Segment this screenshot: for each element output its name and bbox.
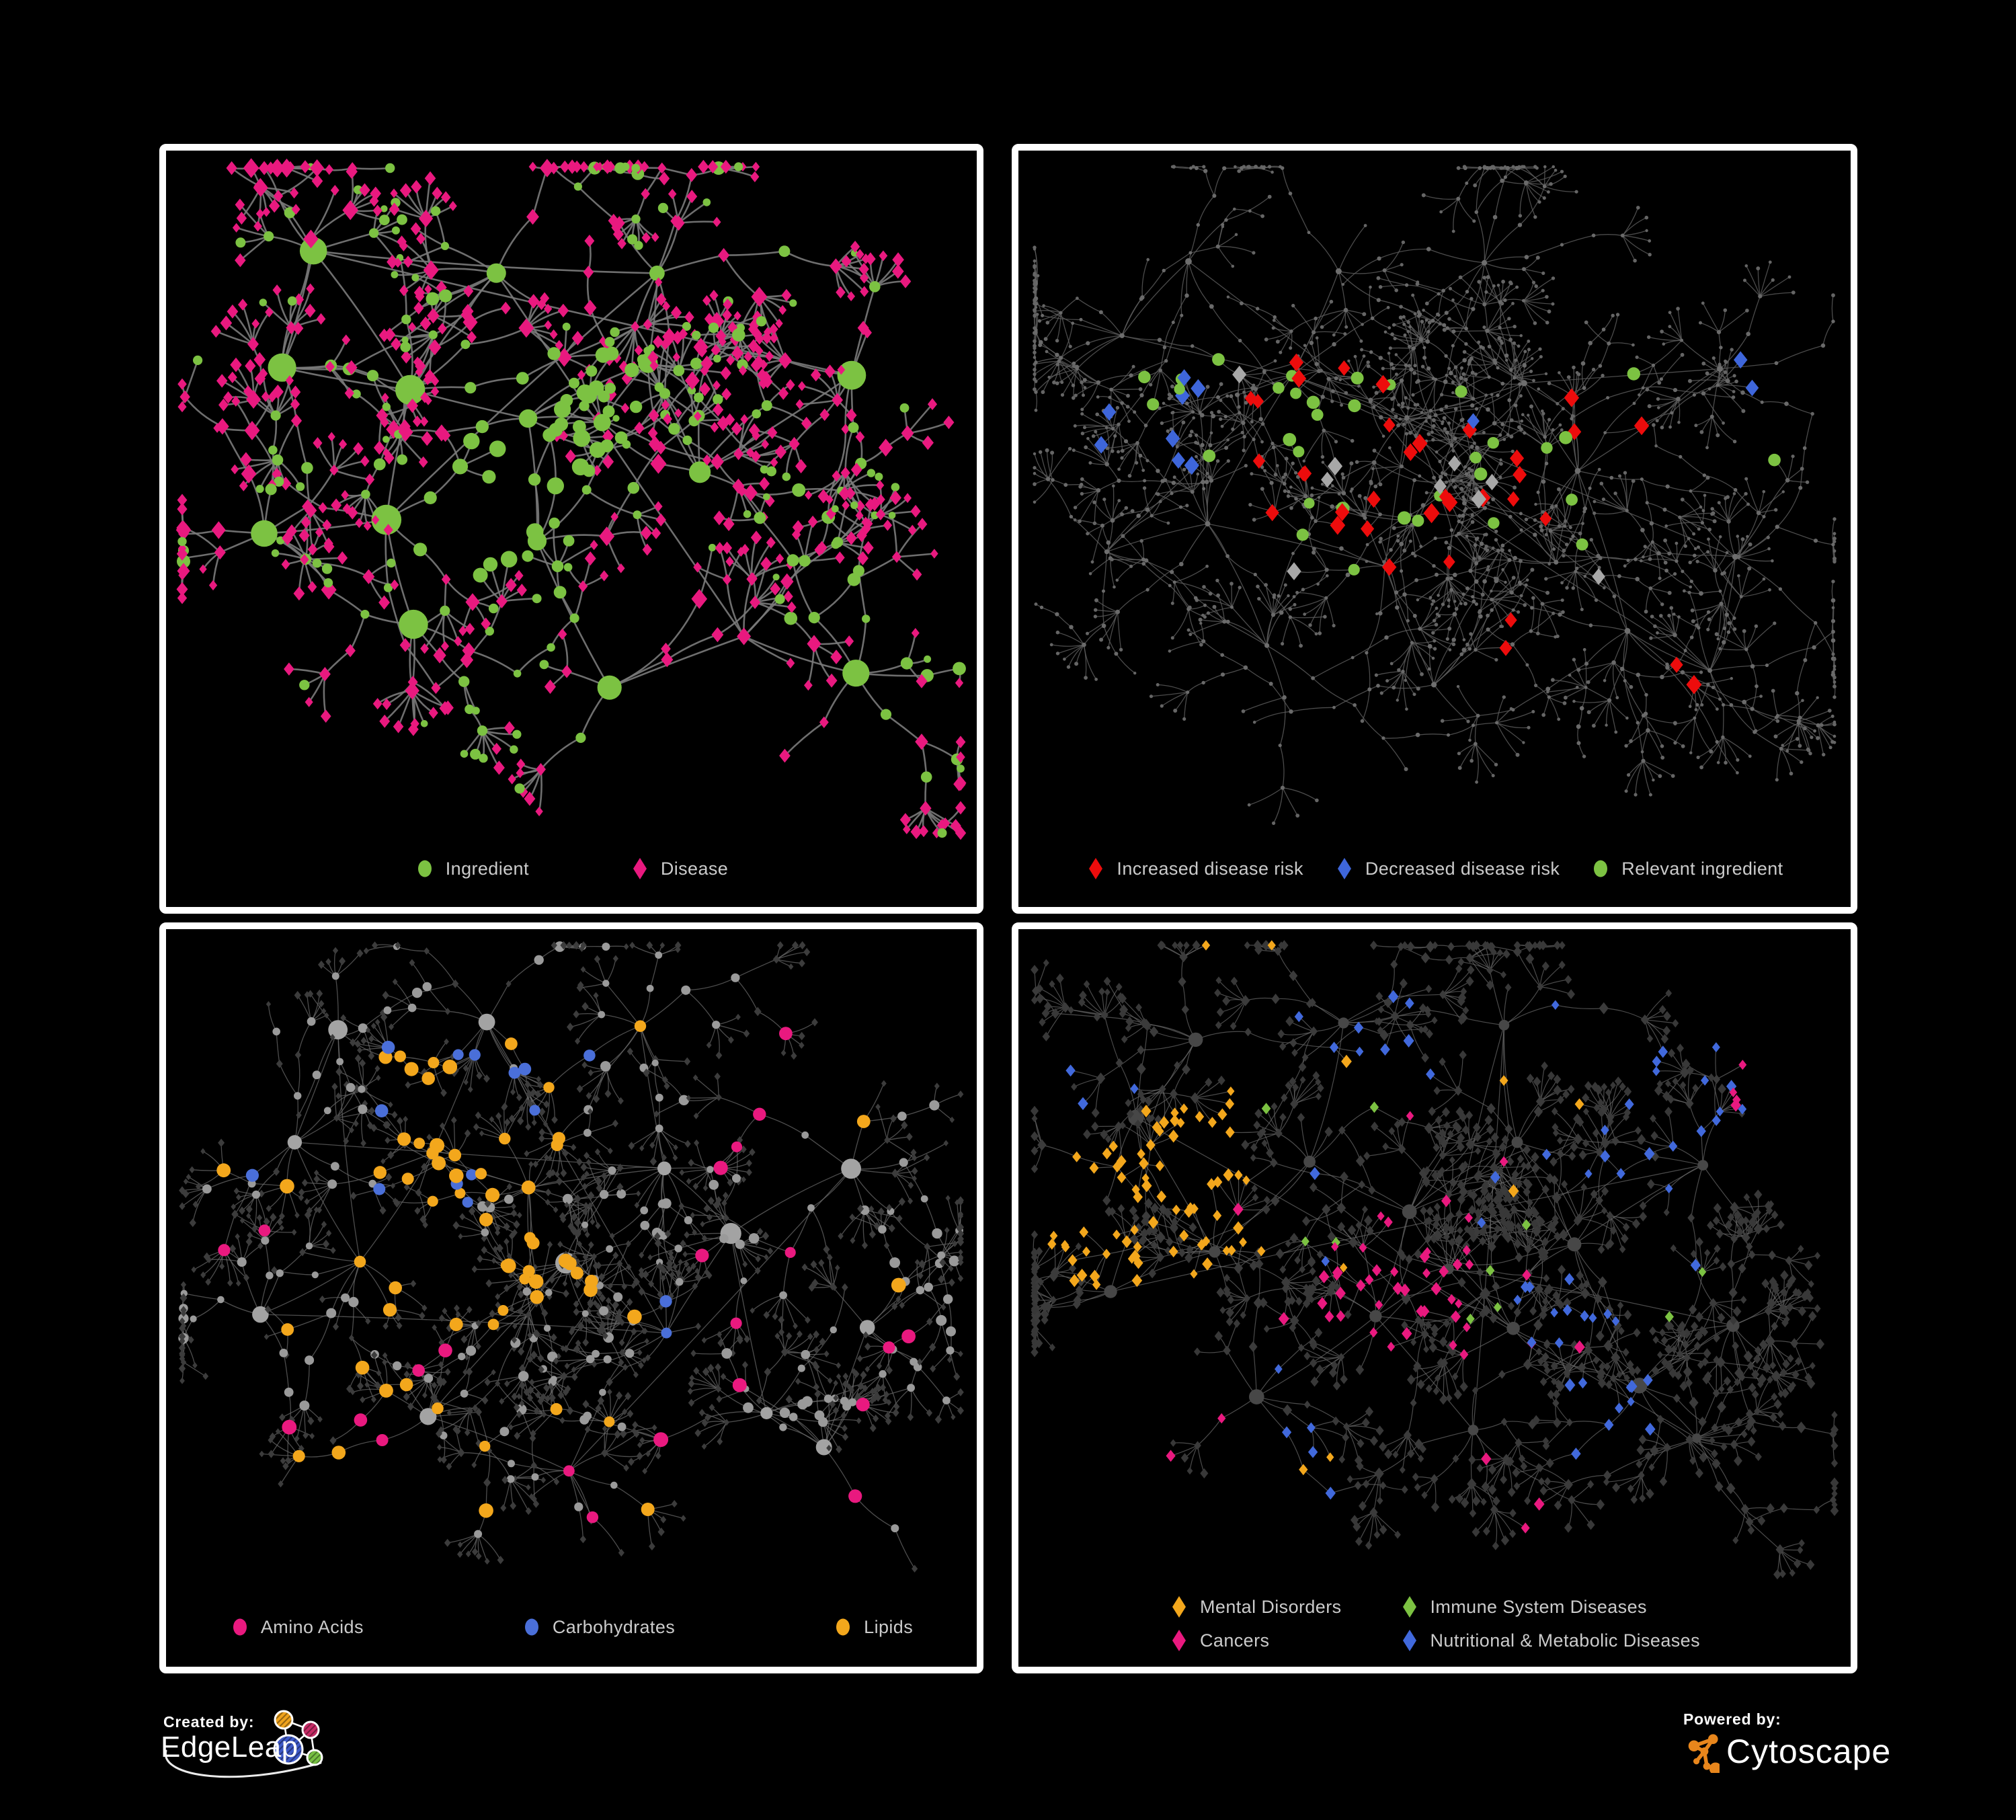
legend-item-ingredient: Ingredient: [415, 856, 529, 881]
disease-risk-network-graph: [1033, 165, 1837, 825]
nodes-layer: [178, 941, 965, 1573]
ingredient-disease-network-graph: [175, 158, 967, 840]
diamond-legend-marker-icon: [1089, 858, 1103, 879]
legend-label: Lipids: [864, 1616, 914, 1637]
legend-item-decreased-disease-risk: Decreased disease risk: [1334, 856, 1560, 881]
nutrient-classes-network-graph: [178, 941, 965, 1573]
highlight-nodes-layer: [1047, 940, 1747, 1534]
diamond-legend-marker-icon: [1402, 1630, 1416, 1651]
legend-item-increased-disease-risk: Increased disease risk: [1086, 856, 1303, 881]
legend-disease-risk: Increased disease risk Decreased disease …: [1018, 856, 1851, 881]
diamond-legend-marker-icon: [1172, 1596, 1186, 1618]
legend-label: Decreased disease risk: [1365, 858, 1560, 879]
legend-label: Nutritional & Metabolic Diseases: [1430, 1630, 1700, 1651]
circle-legend-marker-icon: [233, 1618, 247, 1636]
legend-label: Mental Disorders: [1200, 1596, 1342, 1617]
legend-item-mental-disorders: Mental Disorders: [1169, 1594, 1341, 1620]
circle-legend-marker-icon: [1594, 860, 1608, 877]
panel-nutrient-classes: Amino Acids Carbohydrates Lipids: [159, 922, 983, 1673]
legend-label: Amino Acids: [260, 1616, 364, 1637]
diamond-legend-marker-icon: [1337, 858, 1351, 879]
legend-item-amino-acids: Amino Acids: [230, 1614, 364, 1640]
panel-disease-risk: Increased disease risk Decreased disease …: [1012, 144, 1857, 914]
legend-disease-classes: Mental Disorders Immune System Diseases Ca…: [1018, 1594, 1851, 1653]
powered-by-block: Powered by: Cytoscape: [1682, 1710, 1951, 1791]
legend-item-immune-system-diseases: Immune System Diseases: [1400, 1594, 1700, 1620]
circle-legend-marker-icon: [836, 1618, 850, 1636]
legend-label: Ingredient: [445, 858, 529, 879]
cytoscape-logo-icon: [1688, 1734, 1720, 1773]
legend-label: Increased disease risk: [1117, 858, 1303, 879]
edgeleap-wordmark: EdgeLeap: [161, 1731, 298, 1764]
legend-label: Relevant ingredient: [1621, 858, 1783, 879]
cytoscape-wordmark: Cytoscape: [1726, 1733, 1892, 1770]
circle-legend-marker-icon: [417, 860, 432, 877]
panel-disease-classes: Mental Disorders Immune System Diseases Ca…: [1012, 922, 1857, 1673]
powered-by-label: Powered by:: [1683, 1710, 1781, 1728]
legend-label: Carbohydrates: [552, 1616, 676, 1637]
edgeleap-logo-icon: [165, 1710, 323, 1778]
legend-label: Disease: [660, 858, 729, 879]
legend-item-nutritional-metabolic-diseases: Nutritional & Metabolic Diseases: [1400, 1628, 1700, 1653]
disease-classes-network-graph: [1030, 940, 1839, 1580]
legend-item-lipids: Lipids: [833, 1614, 913, 1640]
created-by-label: Created by:: [163, 1713, 255, 1731]
diamond-legend-marker-icon: [1402, 1596, 1416, 1618]
legend-nutrient-classes: Amino Acids Carbohydrates Lipids: [166, 1614, 977, 1640]
diamond-legend-marker-icon: [633, 858, 647, 879]
legend-item-cancers: Cancers: [1169, 1628, 1341, 1653]
nodes-layer: [1033, 165, 1837, 825]
legend-item-carbohydrates: Carbohydrates: [522, 1614, 675, 1640]
highlight-nodes-layer: [413, 346, 643, 583]
legend-label: Immune System Diseases: [1430, 1596, 1647, 1617]
legend-label: Cancers: [1200, 1630, 1270, 1651]
circle-legend-marker-icon: [524, 1618, 538, 1636]
diamond-legend-marker-icon: [1172, 1630, 1186, 1651]
legend-item-relevant-ingredient: Relevant ingredient: [1590, 856, 1783, 881]
legend-ingredient-disease: Ingredient Disease: [166, 856, 977, 881]
created-by-block: Created by: EdgeLeap: [159, 1709, 354, 1800]
highlight-nodes-layer: [216, 1020, 916, 1524]
legend-item-disease: Disease: [630, 856, 728, 881]
panel-ingredient-disease: Ingredient Disease: [159, 144, 983, 914]
nodes-layer: [175, 158, 967, 840]
